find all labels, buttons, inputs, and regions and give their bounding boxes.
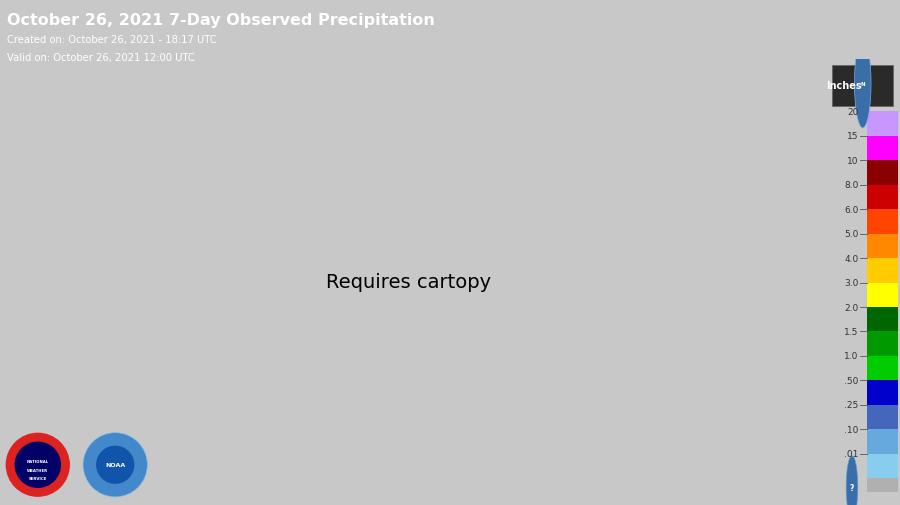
Text: 5.0: 5.0 [844, 230, 859, 239]
Text: ?: ? [850, 483, 854, 492]
Bar [867, 136, 897, 161]
Text: .50: .50 [844, 376, 859, 385]
Text: .25: .25 [844, 400, 859, 410]
Text: Created on: October 26, 2021 - 18:17 UTC: Created on: October 26, 2021 - 18:17 UTC [7, 34, 217, 44]
Text: Inches: Inches [826, 81, 861, 91]
Bar [867, 234, 897, 259]
Text: NOAA: NOAA [105, 463, 125, 467]
Bar [867, 210, 897, 234]
Circle shape [5, 433, 70, 497]
Bar [867, 478, 897, 492]
Circle shape [96, 446, 134, 484]
Bar [867, 332, 897, 356]
Bar [832, 65, 894, 107]
Text: .10: .10 [844, 425, 859, 434]
Bar [867, 259, 897, 283]
Text: October 26, 2021 7-Day Observed Precipitation: October 26, 2021 7-Day Observed Precipit… [7, 13, 435, 28]
Bar [867, 454, 897, 478]
Text: WEATHER: WEATHER [27, 468, 49, 472]
Bar [867, 381, 897, 405]
Circle shape [83, 433, 148, 497]
Text: 3.0: 3.0 [844, 279, 859, 287]
Bar [867, 161, 897, 185]
Text: NATIONAL: NATIONAL [27, 460, 49, 464]
Text: Valid on: October 26, 2021 12:00 UTC: Valid on: October 26, 2021 12:00 UTC [7, 53, 195, 63]
Bar [867, 112, 897, 136]
Bar [867, 283, 897, 308]
Text: Requires cartopy: Requires cartopy [326, 273, 491, 292]
Bar [867, 405, 897, 429]
Text: 6.0: 6.0 [844, 206, 859, 214]
Bar [867, 429, 897, 454]
Text: 8.0: 8.0 [844, 181, 859, 190]
Text: SERVICE: SERVICE [29, 477, 47, 480]
Text: 1.0: 1.0 [844, 352, 859, 361]
Text: 10: 10 [847, 157, 859, 166]
Text: 20: 20 [847, 108, 859, 117]
Bar [867, 308, 897, 332]
Bar [867, 185, 897, 210]
Text: N: N [860, 82, 865, 86]
Text: 15: 15 [847, 132, 859, 141]
Circle shape [14, 442, 61, 488]
Text: .01: .01 [844, 449, 859, 459]
Circle shape [846, 456, 858, 505]
Circle shape [854, 39, 871, 129]
Bar [867, 356, 897, 381]
Text: 1.5: 1.5 [844, 327, 859, 336]
Text: 2.0: 2.0 [844, 303, 859, 312]
Text: 4.0: 4.0 [844, 254, 859, 263]
